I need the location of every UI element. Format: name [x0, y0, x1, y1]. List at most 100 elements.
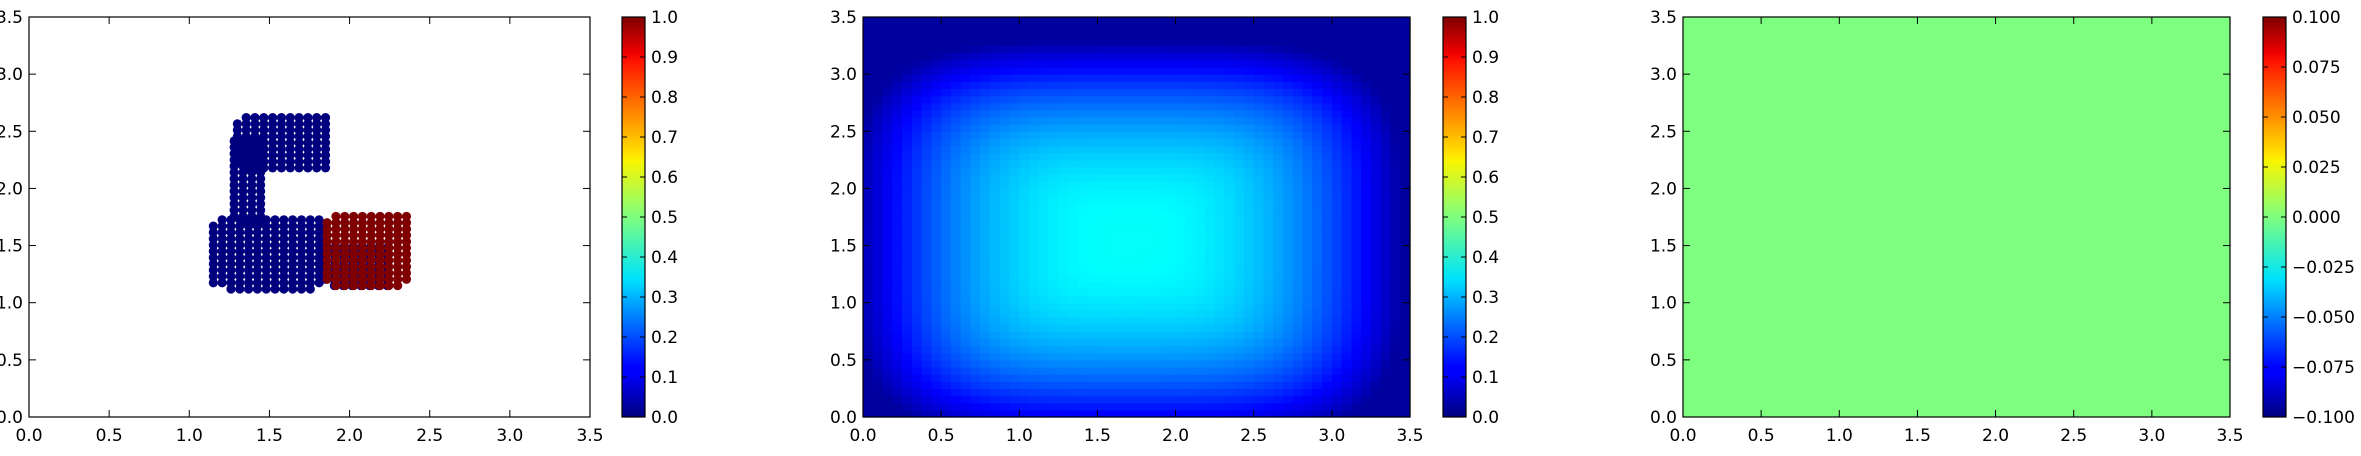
- heatmap-cell: [1351, 381, 1362, 390]
- scatter-point: [294, 144, 304, 154]
- heatmap-cell: [1302, 174, 1313, 182]
- heatmap-cell: [1068, 88, 1079, 97]
- heatmap-cell: [1361, 67, 1372, 75]
- heatmap-cell: [1185, 195, 1196, 204]
- heatmap-cell: [1234, 274, 1245, 282]
- heatmap-cell: [1292, 67, 1304, 75]
- heatmap-cell: [1126, 252, 1138, 261]
- heatmap-cell: [1243, 102, 1255, 111]
- heatmap-cell: [1136, 59, 1147, 68]
- scatter-point: [296, 227, 307, 238]
- heatmap-cell: [1283, 388, 1294, 397]
- heatmap-cell: [1019, 245, 1030, 254]
- heatmap-cell: [1292, 224, 1304, 232]
- heatmap-cell: [1038, 67, 1050, 75]
- heatmap-cell: [1165, 381, 1177, 390]
- scatter-point: [232, 150, 242, 160]
- heatmap-cell: [1370, 359, 1382, 368]
- heatmap-cell: [1195, 38, 1206, 47]
- heatmap-cell: [1361, 288, 1372, 297]
- heatmap-cell: [1097, 181, 1108, 190]
- heatmap-cell: [1146, 252, 1157, 261]
- heatmap-cell: [1009, 181, 1020, 190]
- heatmap-cell: [872, 202, 884, 211]
- heatmap-cell: [1068, 24, 1079, 32]
- heatmap-cell: [1175, 131, 1186, 140]
- heatmap-cell: [1243, 252, 1255, 261]
- heatmap-cell: [931, 295, 942, 304]
- heatmap-cell: [1214, 88, 1226, 97]
- heatmap-cell: [1009, 359, 1020, 368]
- heatmap-cell: [1263, 195, 1274, 204]
- heatmap-cell: [911, 324, 923, 332]
- scatter-point: [366, 230, 376, 240]
- heatmap-cell: [902, 52, 913, 61]
- heatmap-cell: [1243, 24, 1255, 32]
- heatmap-cell: [1351, 131, 1362, 140]
- heatmap-cell: [921, 281, 932, 290]
- heatmap-cell: [1204, 38, 1216, 47]
- scatter-point: [322, 262, 332, 272]
- heatmap-cell: [1029, 159, 1040, 168]
- heatmap-cell: [921, 167, 932, 175]
- heatmap-cell: [1224, 67, 1235, 75]
- heatmap-cell: [911, 74, 923, 82]
- heatmap-cell: [1009, 24, 1020, 32]
- heatmap-cell: [960, 259, 972, 268]
- heatmap-cell: [882, 395, 893, 404]
- heatmap-cell: [1195, 17, 1206, 25]
- scatter-point: [252, 227, 263, 238]
- heatmap-cell: [1185, 117, 1196, 125]
- heatmap-cell: [1087, 309, 1099, 318]
- heatmap-cell: [1107, 202, 1118, 211]
- heatmap-cell: [1380, 338, 1392, 347]
- heatmap-cell: [902, 102, 913, 111]
- heatmap-cell: [1097, 352, 1108, 361]
- heatmap-cell: [1370, 152, 1382, 161]
- heatmap-cell: [1234, 331, 1245, 340]
- heatmap-cell: [1087, 338, 1099, 347]
- scatter-point: [285, 138, 295, 148]
- heatmap-cell: [1351, 52, 1362, 61]
- heatmap-cell: [1361, 102, 1372, 111]
- heatmap-cell: [1126, 138, 1138, 147]
- heatmap-cell: [989, 309, 1001, 318]
- heatmap-cell: [1234, 138, 1245, 147]
- heatmap-cell: [970, 259, 981, 268]
- heatmap-cell: [1107, 109, 1118, 118]
- scatter-point: [294, 138, 304, 148]
- heatmap-cell: [921, 102, 932, 111]
- heatmap-cell: [989, 288, 1001, 297]
- y-tick-label: 1.5: [830, 237, 857, 257]
- scatter-point: [305, 227, 315, 238]
- y-tick-label: 2.5: [830, 122, 857, 142]
- heatmap-cell: [892, 402, 903, 411]
- heatmap-cell: [1195, 217, 1206, 225]
- heatmap-cell: [1126, 395, 1138, 404]
- heatmap-cell: [1058, 309, 1069, 318]
- scatter-point: [229, 192, 239, 203]
- heatmap-cell: [1077, 24, 1089, 32]
- heatmap-cell: [999, 388, 1011, 397]
- heatmap-cell: [863, 159, 874, 168]
- heatmap-cell: [950, 24, 962, 32]
- heatmap-cell: [1380, 345, 1392, 354]
- heatmap-cell: [1273, 338, 1284, 347]
- scatter-point: [366, 268, 376, 278]
- heatmap-cell: [941, 88, 952, 97]
- heatmap-cell: [1009, 274, 1020, 282]
- heatmap-cell: [1146, 395, 1157, 404]
- heatmap-cell: [980, 24, 991, 32]
- heatmap-cell: [1224, 267, 1235, 275]
- scatter-point: [217, 259, 227, 269]
- scatter-point: [305, 259, 315, 269]
- heatmap-cell: [1195, 124, 1206, 132]
- colorbar-tick-label: −0.050: [2292, 308, 2355, 328]
- heatmap-cell: [980, 159, 991, 168]
- heatmap-cell: [1165, 124, 1177, 132]
- heatmap-cell: [1214, 267, 1226, 275]
- heatmap-cell: [1214, 402, 1226, 411]
- heatmap-cell: [1234, 367, 1245, 375]
- heatmap-cell: [1204, 209, 1216, 218]
- heatmap-cell: [1165, 224, 1177, 232]
